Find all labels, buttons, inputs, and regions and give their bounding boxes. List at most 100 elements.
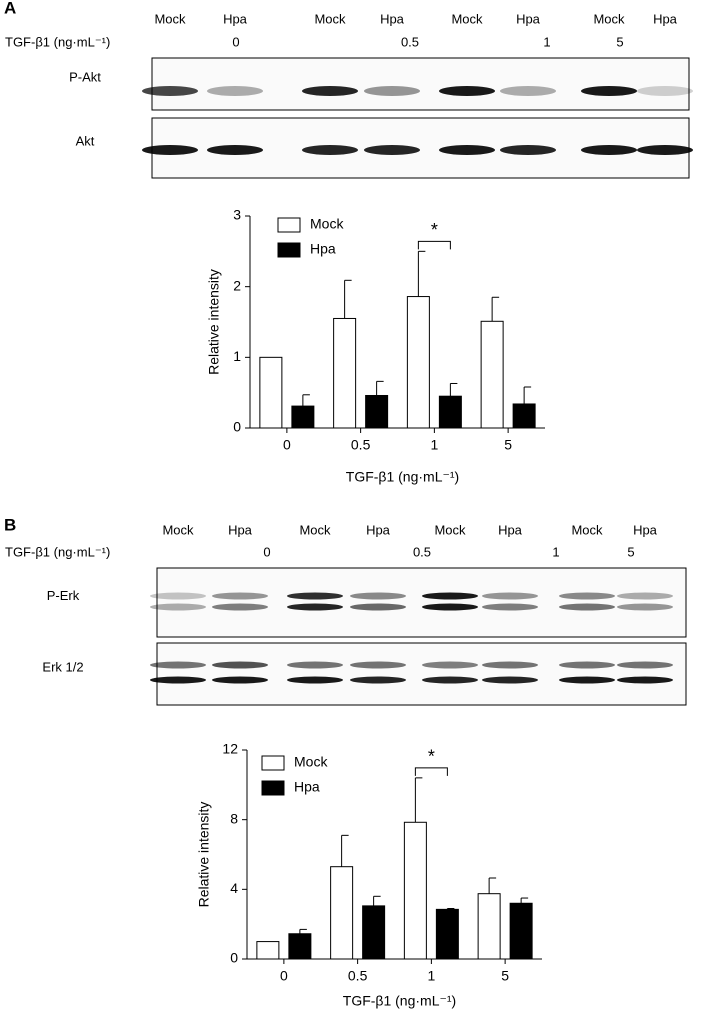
lane-label: Mock <box>154 11 186 26</box>
legend-swatch <box>261 780 285 796</box>
lane-label: Hpa <box>223 11 248 26</box>
blot-band <box>439 145 495 155</box>
legend-label: Hpa <box>294 779 320 795</box>
blot-band <box>142 86 198 96</box>
dose-label: 0.5 <box>401 34 419 49</box>
lane-label: Mock <box>434 522 466 537</box>
bar <box>406 296 430 429</box>
blot-box <box>156 567 687 638</box>
y-tick-label: 0 <box>230 950 238 966</box>
legend-label: Mock <box>294 754 328 770</box>
blot-band <box>482 676 538 684</box>
y-axis-label: Relative intensity <box>196 802 212 908</box>
blot-band <box>617 603 673 611</box>
x-tick-label: 1 <box>430 437 438 453</box>
bar <box>291 405 315 429</box>
blot-band <box>287 661 343 669</box>
bar <box>509 902 533 960</box>
blot-band <box>482 661 538 669</box>
blot-band <box>150 676 206 684</box>
lane-label: Mock <box>571 522 603 537</box>
bar <box>512 403 536 429</box>
blot-box <box>156 642 687 706</box>
x-tick-label: 0.5 <box>351 437 371 453</box>
blot-band <box>150 603 206 611</box>
legend-label: Mock <box>310 216 344 232</box>
x-tick-label: 0 <box>280 968 288 984</box>
blot-band <box>287 592 343 600</box>
y-tick-label: 8 <box>230 810 238 826</box>
y-tick-label: 0 <box>233 419 241 435</box>
treatment-label: TGF-β1 (ng·mL⁻¹) <box>5 544 110 559</box>
bar <box>435 908 459 960</box>
blot-box <box>151 57 690 111</box>
blot-band <box>617 676 673 684</box>
blot-band <box>350 603 406 611</box>
blot-band <box>581 86 637 96</box>
x-axis-label: TGF-β1 (ng·mL⁻¹) <box>343 993 456 1009</box>
blot-band <box>422 676 478 684</box>
lane-label: Mock <box>299 522 331 537</box>
blot-band <box>559 603 615 611</box>
blot-row-label: Erk 1/2 <box>42 659 83 674</box>
bar <box>256 941 280 960</box>
blot-row-label: P-Erk <box>47 588 80 603</box>
blot-band <box>617 592 673 600</box>
bar <box>365 394 389 429</box>
dose-label: 1 <box>543 34 550 49</box>
blot-band <box>637 145 693 155</box>
lane-label: Hpa <box>228 522 253 537</box>
x-tick-label: 0.5 <box>348 968 368 984</box>
blot-band <box>207 86 263 96</box>
significance-bracket <box>414 767 448 776</box>
lane-label: Hpa <box>633 522 658 537</box>
legend-swatch <box>277 217 301 233</box>
blot-band <box>422 661 478 669</box>
blot-band <box>637 86 693 96</box>
blot-row-label: Akt <box>76 133 95 148</box>
dose-label: 0.5 <box>413 544 431 559</box>
y-tick-label: 1 <box>233 348 241 364</box>
legend-label: Hpa <box>310 241 336 257</box>
blot-band <box>559 661 615 669</box>
y-tick-label: 2 <box>233 277 241 293</box>
dose-label: 5 <box>616 34 623 49</box>
bar <box>288 933 312 960</box>
legend-swatch <box>261 755 285 771</box>
x-tick-label: 5 <box>501 968 509 984</box>
lane-label: Mock <box>314 11 346 26</box>
blot-band <box>302 145 358 155</box>
blot-band <box>350 676 406 684</box>
bar <box>333 317 357 429</box>
y-tick-label: 4 <box>230 880 238 896</box>
significance-label: * <box>431 220 438 240</box>
blot-band <box>500 145 556 155</box>
legend-swatch <box>277 242 301 258</box>
bar <box>330 866 354 960</box>
blot-band <box>142 145 198 155</box>
lane-label: Hpa <box>498 522 523 537</box>
blot-band <box>559 676 615 684</box>
blot-band <box>350 661 406 669</box>
blot-band <box>364 145 420 155</box>
blot-row-label: P-Akt <box>69 69 101 84</box>
x-axis-label: TGF-β1 (ng·mL⁻¹) <box>346 469 459 485</box>
blot-band <box>581 145 637 155</box>
blot-band <box>287 676 343 684</box>
significance-label: * <box>428 747 435 767</box>
dose-label: 0 <box>263 544 270 559</box>
dose-label: 0 <box>232 34 239 49</box>
y-tick-label: 12 <box>222 741 238 757</box>
blot-band <box>207 145 263 155</box>
blot-band <box>559 592 615 600</box>
x-tick-label: 5 <box>504 437 512 453</box>
y-axis-label: Relative intensity <box>206 269 222 375</box>
blot-band <box>482 592 538 600</box>
blot-band <box>617 661 673 669</box>
x-tick-label: 1 <box>427 968 435 984</box>
blot-band <box>422 603 478 611</box>
blot-band <box>500 86 556 96</box>
blot-band <box>422 592 478 600</box>
lane-label: Mock <box>451 11 483 26</box>
